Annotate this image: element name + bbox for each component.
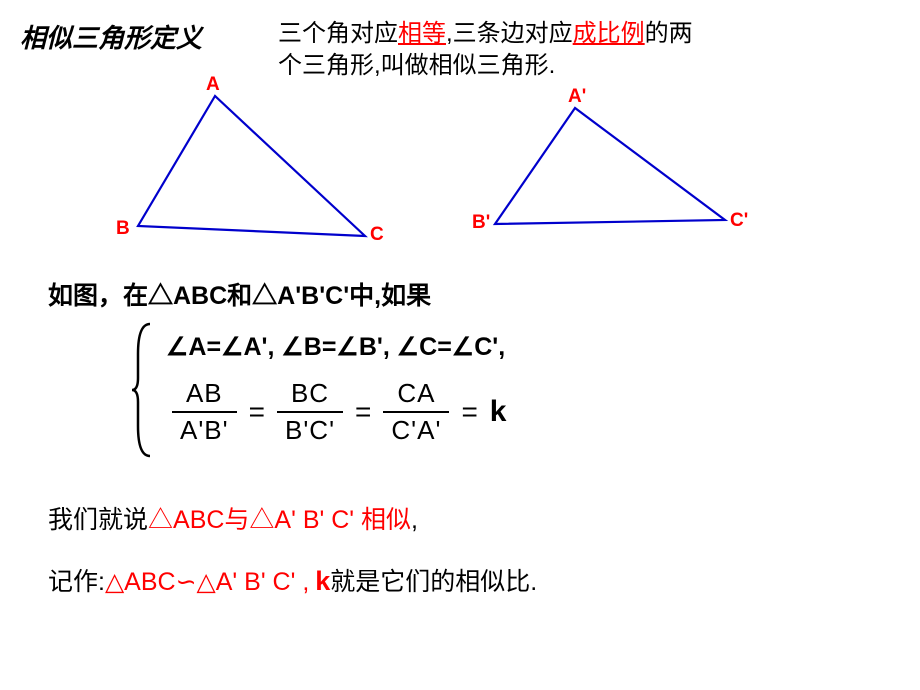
angle-equalities: ∠A=∠A', ∠B=∠B', ∠C=∠C', bbox=[166, 332, 506, 362]
title-row: 相似三角形定义 bbox=[20, 18, 202, 55]
ratio-k: k bbox=[490, 395, 507, 429]
conc-pre: 我们就说 bbox=[48, 506, 148, 534]
brace-block: ∠A=∠A', ∠B=∠B', ∠C=∠C', AB A'B' = BC B'C… bbox=[130, 320, 506, 460]
conc2-red: △ABC∽△A' B' C' , bbox=[105, 568, 309, 596]
frac2-num: BC bbox=[283, 376, 337, 411]
label-A: A bbox=[206, 74, 220, 96]
conclusion-line-2: 记作:△ABC∽△A' B' C' ,k就是它们的相似比. bbox=[48, 562, 537, 598]
brace-content: ∠A=∠A', ∠B=∠B', ∠C=∠C', AB A'B' = BC B'C… bbox=[166, 332, 506, 448]
definition-text: 三个角对应相等,三条边对应成比例的两 个三角形,叫做相似三角形. bbox=[278, 18, 693, 82]
triangle-abc-prime bbox=[495, 108, 725, 224]
def-post1: 的两 bbox=[645, 20, 693, 47]
def-red1: 相等 bbox=[398, 20, 446, 47]
frac3-den: C'A' bbox=[383, 411, 449, 448]
equals-1: = bbox=[249, 396, 265, 428]
page-title: 相似三角形定义 bbox=[20, 18, 202, 55]
equals-2: = bbox=[355, 396, 371, 428]
label-C-prime: C' bbox=[730, 210, 748, 232]
condition-intro: 如图，在△ABC和△A'B'C'中,如果 bbox=[48, 276, 431, 312]
def-red2: 成比例 bbox=[573, 20, 645, 47]
conc2-k: k bbox=[315, 566, 330, 596]
label-A-prime: A' bbox=[568, 86, 586, 108]
conc2-post: 就是它们的相似比. bbox=[330, 568, 537, 596]
frac3-num: CA bbox=[389, 376, 443, 411]
triangle-abc bbox=[138, 96, 365, 236]
fraction-3: CA C'A' bbox=[383, 376, 449, 448]
label-C: C bbox=[370, 224, 384, 246]
label-B-prime: B' bbox=[472, 212, 490, 234]
label-B: B bbox=[116, 218, 130, 240]
conc-red: △ABC与△A' B' C' 相似 bbox=[148, 506, 411, 534]
def-pre1: 三个角对应 bbox=[278, 20, 398, 47]
frac2-den: B'C' bbox=[277, 411, 343, 448]
frac1-den: A'B' bbox=[172, 411, 237, 448]
fraction-1: AB A'B' bbox=[172, 376, 237, 448]
left-brace-icon bbox=[130, 320, 156, 460]
equals-3: = bbox=[461, 396, 477, 428]
ratio-equalities: AB A'B' = BC B'C' = CA C'A' = k bbox=[166, 376, 506, 448]
conc-comma: , bbox=[411, 506, 418, 534]
conclusion-line-1: 我们就说△ABC与△A' B' C' 相似, bbox=[48, 500, 418, 536]
def-mid1: ,三条边对应 bbox=[446, 20, 573, 47]
triangle-svg bbox=[130, 88, 770, 248]
conc2-pre: 记作: bbox=[48, 568, 105, 596]
def-line2: 个三角形,叫做相似三角形. bbox=[278, 52, 555, 79]
fraction-2: BC B'C' bbox=[277, 376, 343, 448]
triangles-diagram: A B C A' B' C' bbox=[130, 88, 770, 253]
frac1-num: AB bbox=[178, 376, 231, 411]
